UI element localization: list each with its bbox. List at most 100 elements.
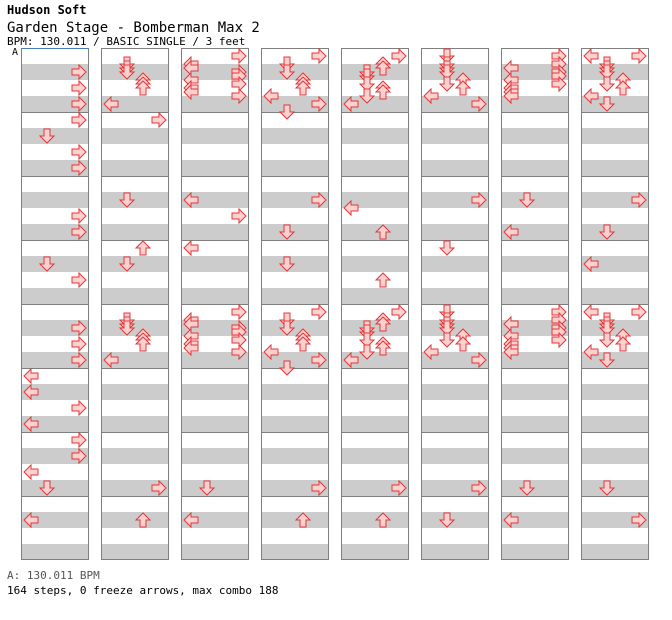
- beat-stripe: [421, 384, 489, 400]
- right-arrow: [311, 479, 327, 497]
- column-border: [261, 48, 329, 560]
- left-arrow: [183, 191, 199, 209]
- beat-stripe: [501, 224, 569, 240]
- beat-stripe: [421, 64, 489, 80]
- right-arrow: [71, 351, 87, 369]
- beat-stripe: [501, 384, 569, 400]
- down-arrow: [118, 192, 136, 208]
- right-arrow: [71, 159, 87, 177]
- beat-stripe: [341, 160, 409, 176]
- column-border: [501, 48, 569, 560]
- left-arrow: [23, 511, 39, 529]
- column-border: [181, 48, 249, 560]
- beat-stripe: [261, 160, 329, 176]
- beat-stripe: [421, 320, 489, 336]
- down-arrow: [438, 64, 456, 80]
- beat-stripe: [101, 544, 169, 560]
- left-arrow: [343, 95, 359, 113]
- left-arrow: [23, 415, 39, 433]
- up-arrow: [374, 60, 392, 76]
- down-arrow: [518, 480, 536, 496]
- beat-stripe: [341, 320, 409, 336]
- left-arrow: [343, 199, 359, 217]
- beat-stripe: [21, 288, 89, 304]
- beat-stripe: [501, 544, 569, 560]
- up-arrow: [454, 80, 472, 96]
- right-arrow: [391, 479, 407, 497]
- left-arrow: [183, 239, 199, 257]
- beat-stripe: [101, 192, 169, 208]
- down-arrow: [118, 320, 136, 336]
- beat-stripe: [181, 448, 249, 464]
- beat-stripe: [341, 384, 409, 400]
- beat-stripe: [341, 192, 409, 208]
- beat-stripe: [261, 320, 329, 336]
- beat-stripe: [421, 448, 489, 464]
- beat-stripe: [421, 224, 489, 240]
- right-arrow: [71, 95, 87, 113]
- beat-stripe: [341, 96, 409, 112]
- beat-stripe: [341, 480, 409, 496]
- up-arrow: [294, 512, 312, 528]
- beat-stripe: [581, 416, 649, 432]
- beat-stripe: [421, 480, 489, 496]
- beat-stripe: [21, 224, 89, 240]
- beat-stripe: [101, 320, 169, 336]
- left-arrow: [263, 87, 279, 105]
- right-arrow: [71, 111, 87, 129]
- right-arrow: [151, 111, 167, 129]
- beat-stripe: [21, 256, 89, 272]
- beat-stripe: [261, 480, 329, 496]
- down-arrow: [38, 128, 56, 144]
- beat-stripe: [341, 352, 409, 368]
- left-arrow: [23, 383, 39, 401]
- down-arrow: [438, 76, 456, 92]
- chart-column: [101, 48, 169, 560]
- chart-column: [261, 48, 329, 560]
- beat-stripe: [581, 448, 649, 464]
- left-arrow: [503, 87, 519, 105]
- beat-stripe: [101, 512, 169, 528]
- artist-name: Hudson Soft: [7, 3, 87, 17]
- up-arrow: [294, 80, 312, 96]
- beat-stripe: [341, 64, 409, 80]
- down-arrow: [358, 332, 376, 348]
- beat-stripe: [261, 128, 329, 144]
- beat-stripe: [21, 320, 89, 336]
- down-arrow: [598, 96, 616, 112]
- beat-stripe: [341, 288, 409, 304]
- left-arrow: [503, 343, 519, 361]
- beat-stripe: [501, 288, 569, 304]
- down-arrow: [358, 344, 376, 360]
- left-arrow: [423, 87, 439, 105]
- beat-stripe: [501, 256, 569, 272]
- beat-stripe: [421, 192, 489, 208]
- bpm-legend: A: 130.011 BPM: [7, 569, 100, 582]
- beat-stripe: [341, 512, 409, 528]
- chart-column: [181, 48, 249, 560]
- column-border: [341, 48, 409, 560]
- up-arrow: [134, 512, 152, 528]
- beat-stripe: [421, 128, 489, 144]
- right-arrow: [71, 431, 87, 449]
- beat-stripe: [421, 512, 489, 528]
- beat-stripe: [581, 192, 649, 208]
- right-arrow: [231, 207, 247, 225]
- beat-stripe: [101, 416, 169, 432]
- down-arrow: [278, 64, 296, 80]
- up-arrow: [374, 340, 392, 356]
- left-arrow: [503, 511, 519, 529]
- beat-stripe: [581, 128, 649, 144]
- beat-stripe: [501, 160, 569, 176]
- right-arrow: [631, 511, 647, 529]
- beat-stripe: [501, 448, 569, 464]
- chart-column: [341, 48, 409, 560]
- beat-stripe: [101, 256, 169, 272]
- beat-stripe: [341, 256, 409, 272]
- left-arrow: [23, 367, 39, 385]
- down-arrow: [438, 240, 456, 256]
- up-arrow: [134, 80, 152, 96]
- beat-stripe: [21, 128, 89, 144]
- down-arrow: [358, 76, 376, 92]
